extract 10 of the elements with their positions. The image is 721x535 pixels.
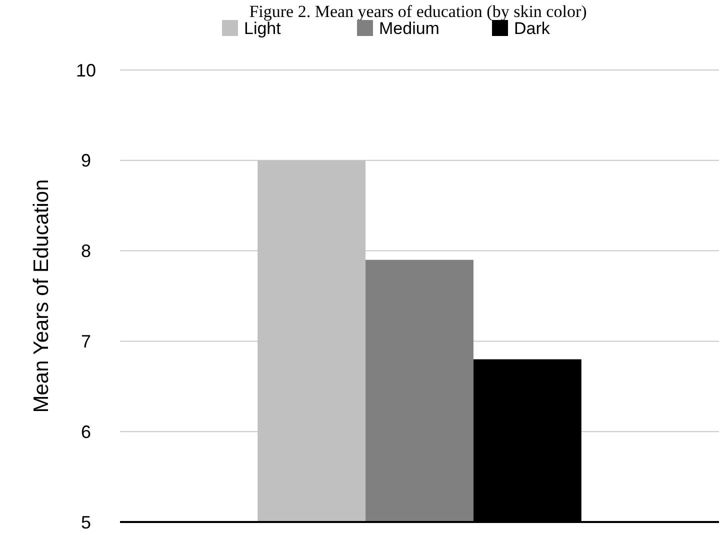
y-axis-title: Mean Years of Education xyxy=(30,179,53,413)
chart-title: Figure 2. Mean years of education (by skin color) xyxy=(249,2,587,21)
y-tick-label: 8 xyxy=(80,241,92,262)
y-tick-label: 7 xyxy=(80,332,92,352)
y-tick-label: 6 xyxy=(80,422,92,442)
legend-label: Dark xyxy=(514,19,550,38)
y-tick-label: 5 xyxy=(80,512,92,532)
y-tick-label: 10 xyxy=(76,60,96,80)
legend-label: Medium xyxy=(379,19,440,38)
y-tick-label: 9 xyxy=(80,150,92,171)
